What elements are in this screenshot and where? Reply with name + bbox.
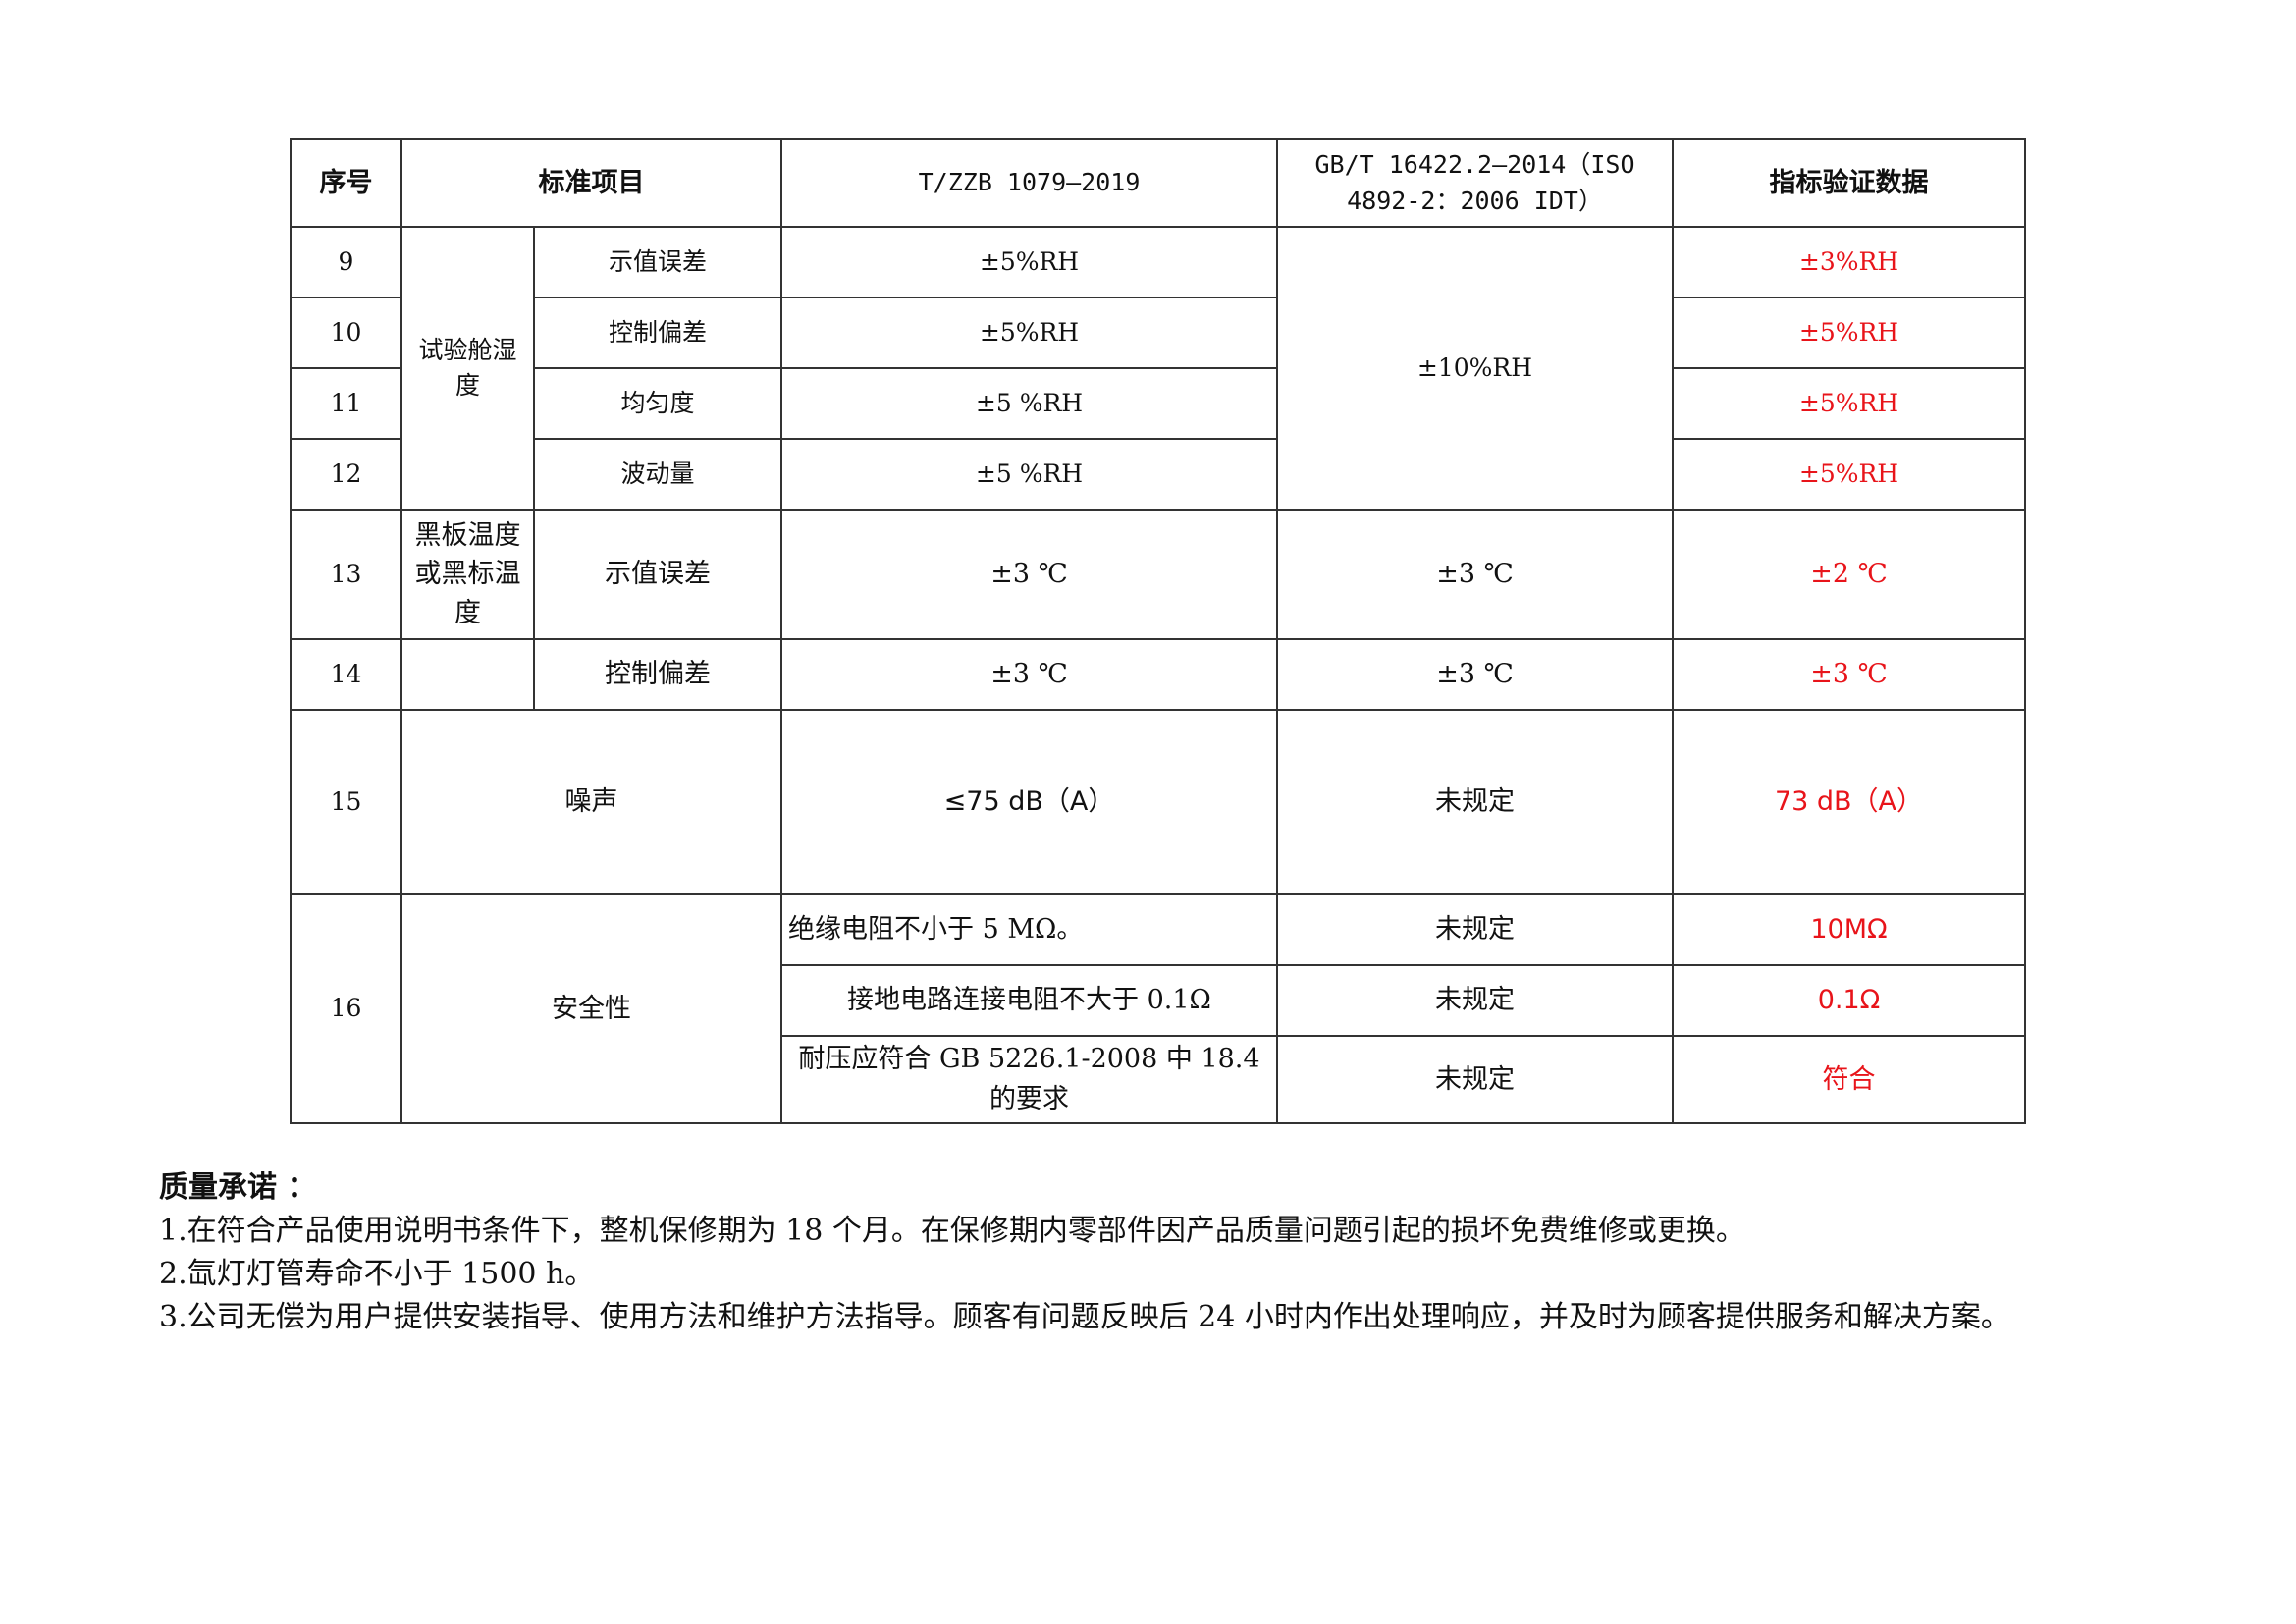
table-row: 接地电路连接电阻不大于 0.1Ω 未规定 0.1Ω — [291, 964, 2026, 1037]
safety-tzzb: 接地电路连接电阻不大于 0.1Ω — [780, 964, 1278, 1037]
group-humidity: 试验舱湿度 — [400, 226, 535, 511]
table-row: 14 控制偏差 ±3 ℃ ±3 ℃ ±3 ℃ — [290, 638, 2026, 711]
safety-item: 安全性 — [400, 893, 782, 1124]
row-no: 9 — [290, 226, 402, 298]
row-verified: ±5%RH — [1672, 297, 2026, 369]
row-verified: ±3%RH — [1672, 226, 2026, 298]
row-no: 15 — [290, 709, 402, 895]
header-tzzb: T/ZZB 1079—2019 — [780, 138, 1278, 228]
row-item: 波动量 — [533, 438, 782, 511]
row-no: 10 — [290, 297, 402, 369]
row-verified: ±2 ℃ — [1672, 509, 2026, 640]
row-gb: 未规定 — [1276, 709, 1674, 895]
row-no: 11 — [290, 367, 402, 440]
row-tzzb: ≤75 dB（A） — [780, 709, 1278, 895]
table-row: 13 黑板温度或黑标温度 示值误差 ±3 ℃ ±3 ℃ ±2 ℃ — [290, 509, 2026, 640]
header-verified: 指标验证数据 — [1672, 138, 2026, 228]
safety-gb: 未规定 — [1276, 964, 1674, 1037]
quality-commitment: 质量承诺 ： 1.在符合产品使用说明书条件下，整机保修期为 18 个月。在保修期… — [159, 1166, 2171, 1339]
safety-verified: 10MΩ — [1672, 893, 2026, 966]
row-item: 示值误差 — [533, 509, 782, 640]
safety-verified: 符合 — [1672, 1035, 2026, 1124]
header-row: 序号 标准项目 T/ZZB 1079—2019 GB/T 16422.2—201… — [290, 138, 2026, 228]
table-row: 15 噪声 ≤75 dB（A） 未规定 73 dB（A） — [290, 709, 2026, 895]
row-verified: ±5%RH — [1672, 367, 2026, 440]
group-empty — [400, 638, 535, 711]
note-item: 1.在符合产品使用说明书条件下，整机保修期为 18 个月。在保修期内零部件因产品… — [159, 1214, 1745, 1248]
row-item: 均匀度 — [533, 367, 782, 440]
row-no: 14 — [290, 638, 402, 711]
table-row: 12 波动量 ±5 %RH ±5%RH — [290, 438, 2026, 511]
group-blackboard: 黑板温度或黑标温度 — [400, 509, 535, 640]
note-item: 3.公司无偿为用户提供安装指导、使用方法和维护方法指导。顾客有问题反映后 24 … — [159, 1300, 2010, 1334]
row-item: 示值误差 — [533, 226, 782, 298]
row-no: 13 — [290, 509, 402, 640]
row-verified: ±3 ℃ — [1672, 638, 2026, 711]
row-tzzb: ±3 ℃ — [780, 638, 1278, 711]
safety-tzzb: 绝缘电阻不小于 5 MΩ。 — [780, 893, 1278, 966]
row-no: 12 — [290, 438, 402, 511]
notes-title: 质量承诺 ： — [159, 1170, 317, 1205]
safety-gb: 未规定 — [1276, 893, 1674, 966]
table-row: 耐压应符合 GB 5226.1-2008 中 18.4 的要求 未规定 符合 — [291, 1035, 2026, 1124]
row-item: 噪声 — [400, 709, 782, 895]
row-tzzb: ±5%RH — [780, 297, 1278, 369]
humidity-gb: ±10%RH — [1276, 226, 1674, 511]
row-no: 16 — [290, 893, 402, 1124]
row-tzzb: ±5 %RH — [780, 438, 1278, 511]
row-tzzb: ±5 %RH — [780, 367, 1278, 440]
row-verified: ±5%RH — [1672, 438, 2026, 511]
header-gb: GB/T 16422.2—2014（ISO 4892-2：2006 IDT） — [1276, 138, 1674, 228]
table-row: 9 试验舱湿度 示值误差 ±5%RH ±10%RH ±3%RH — [290, 226, 2026, 511]
note-item: 2.氙灯灯管寿命不小于 1500 h。 — [159, 1257, 595, 1291]
safety-tzzb: 耐压应符合 GB 5226.1-2008 中 18.4 的要求 — [780, 1035, 1278, 1124]
row-gb: ±3 ℃ — [1276, 509, 1674, 640]
row-item: 控制偏差 — [533, 297, 782, 369]
row-verified: 73 dB（A） — [1672, 709, 2026, 895]
header-item: 标准项目 — [400, 138, 782, 228]
safety-gb: 未规定 — [1276, 1035, 1674, 1124]
table-row: 16 安全性 绝缘电阻不小于 5 MΩ。 未规定 10MΩ — [290, 893, 2026, 1124]
header-no: 序号 — [290, 138, 402, 228]
row-tzzb: ±3 ℃ — [780, 509, 1278, 640]
row-gb: ±3 ℃ — [1276, 638, 1674, 711]
row-item: 控制偏差 — [533, 638, 782, 711]
row-tzzb: ±5%RH — [780, 226, 1278, 298]
table-row: 10 控制偏差 ±5%RH ±5%RH — [290, 297, 2026, 369]
safety-verified: 0.1Ω — [1672, 964, 2026, 1037]
specification-table: 序号 标准项目 T/ZZB 1079—2019 GB/T 16422.2—201… — [290, 138, 2026, 1124]
table-row: 11 均匀度 ±5 %RH ±5%RH — [290, 367, 2026, 440]
